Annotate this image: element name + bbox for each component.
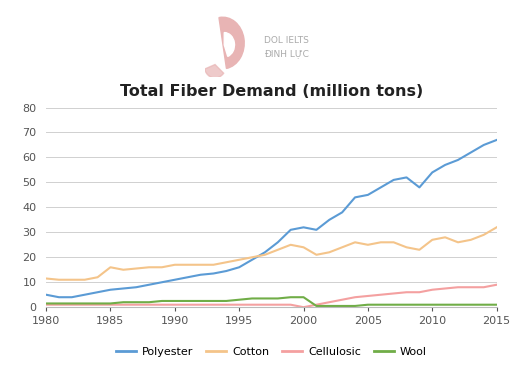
Title: Total Fiber Demand (million tons): Total Fiber Demand (million tons) bbox=[120, 84, 423, 99]
Wedge shape bbox=[219, 17, 244, 68]
Text: DOL IELTS
ĐINH LỰC: DOL IELTS ĐINH LỰC bbox=[264, 36, 309, 58]
Legend: Polyester, Cotton, Cellulosic, Wool: Polyester, Cotton, Cellulosic, Wool bbox=[112, 343, 431, 362]
Wedge shape bbox=[224, 33, 234, 56]
Wedge shape bbox=[204, 65, 224, 78]
